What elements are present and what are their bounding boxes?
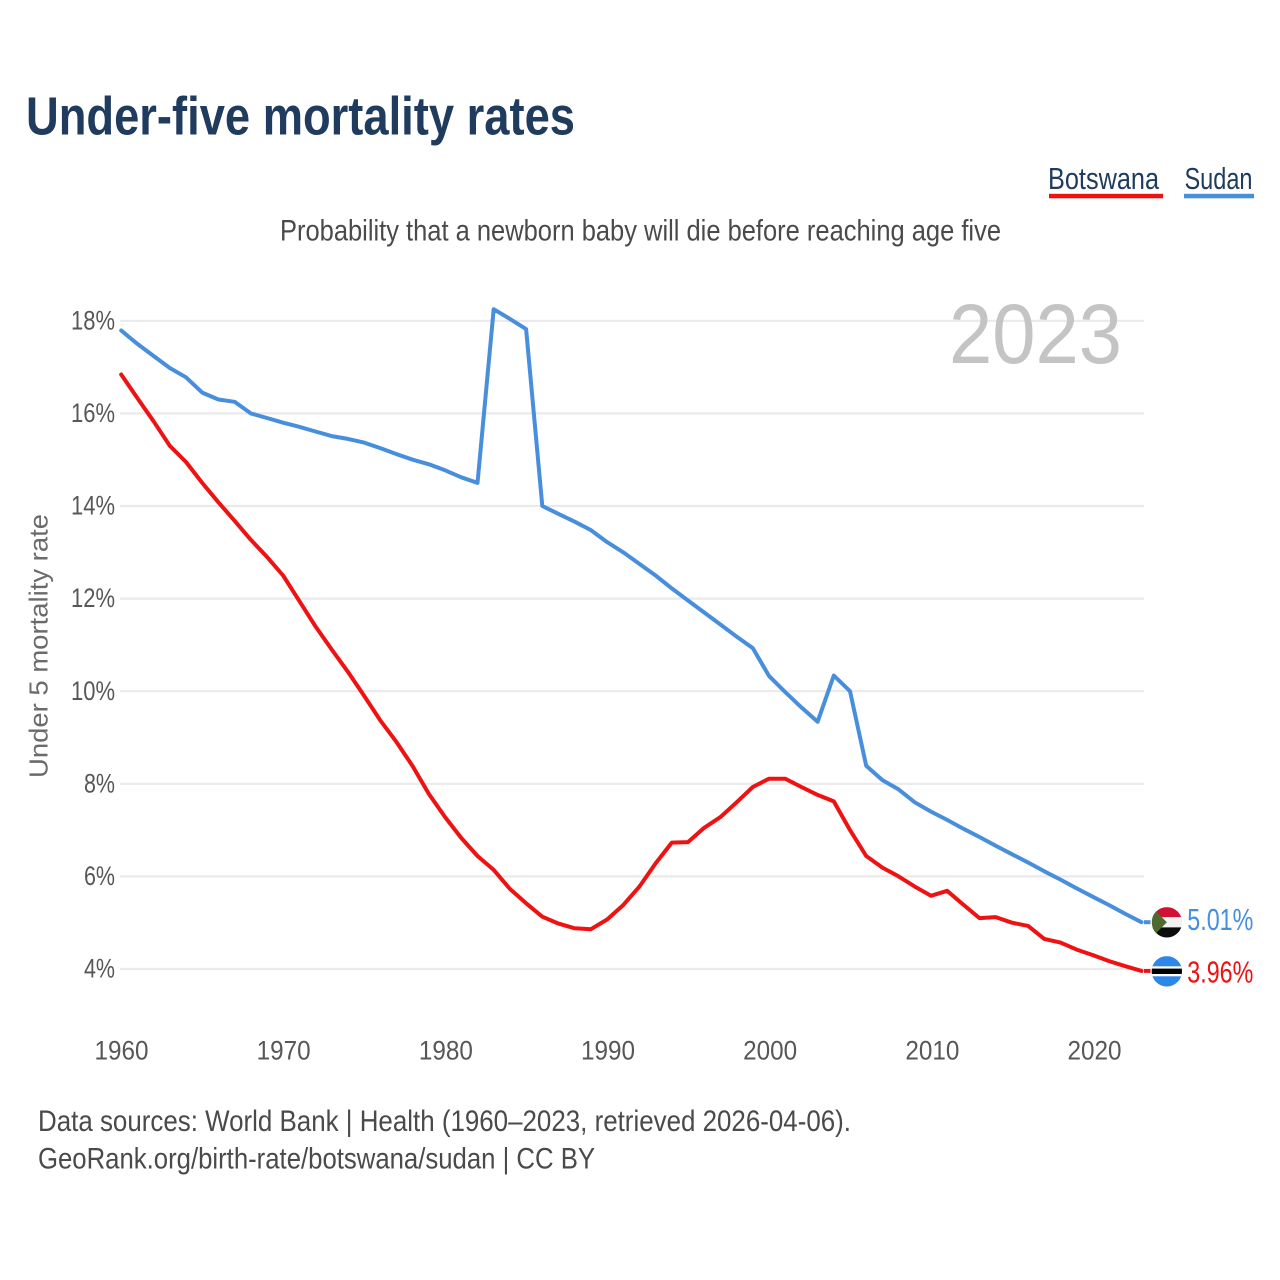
svg-text:10%: 10% (71, 676, 115, 706)
svg-text:18%: 18% (71, 305, 115, 335)
svg-text:Under-five mortality rates: Under-five mortality rates (26, 87, 575, 147)
svg-text:2000: 2000 (743, 1036, 797, 1066)
svg-text:8%: 8% (84, 768, 115, 798)
svg-text:2020: 2020 (1068, 1036, 1122, 1066)
svg-text:GeoRank.org/birth-rate/botswan: GeoRank.org/birth-rate/botswana/sudan | … (38, 1143, 595, 1176)
svg-text:4%: 4% (84, 954, 115, 984)
svg-text:Data sources: World Bank | Hea: Data sources: World Bank | Health (1960–… (38, 1105, 851, 1138)
svg-text:Sudan: Sudan (1185, 161, 1253, 196)
svg-text:1970: 1970 (257, 1036, 311, 1066)
svg-text:2010: 2010 (905, 1036, 959, 1066)
svg-text:Under 5 mortality rate: Under 5 mortality rate (24, 514, 54, 778)
svg-text:16%: 16% (71, 398, 115, 428)
svg-text:12%: 12% (71, 583, 115, 613)
svg-text:6%: 6% (84, 861, 115, 891)
svg-text:5.01%: 5.01% (1187, 902, 1253, 937)
svg-text:14%: 14% (71, 491, 115, 521)
svg-text:2023: 2023 (949, 287, 1122, 381)
svg-text:Botswana: Botswana (1048, 161, 1160, 196)
svg-text:3.96%: 3.96% (1187, 954, 1253, 989)
svg-text:1990: 1990 (581, 1036, 635, 1066)
svg-text:1960: 1960 (95, 1036, 149, 1066)
svg-text:Probability that a newborn bab: Probability that a newborn baby will die… (280, 215, 1001, 248)
svg-text:1980: 1980 (419, 1036, 473, 1066)
